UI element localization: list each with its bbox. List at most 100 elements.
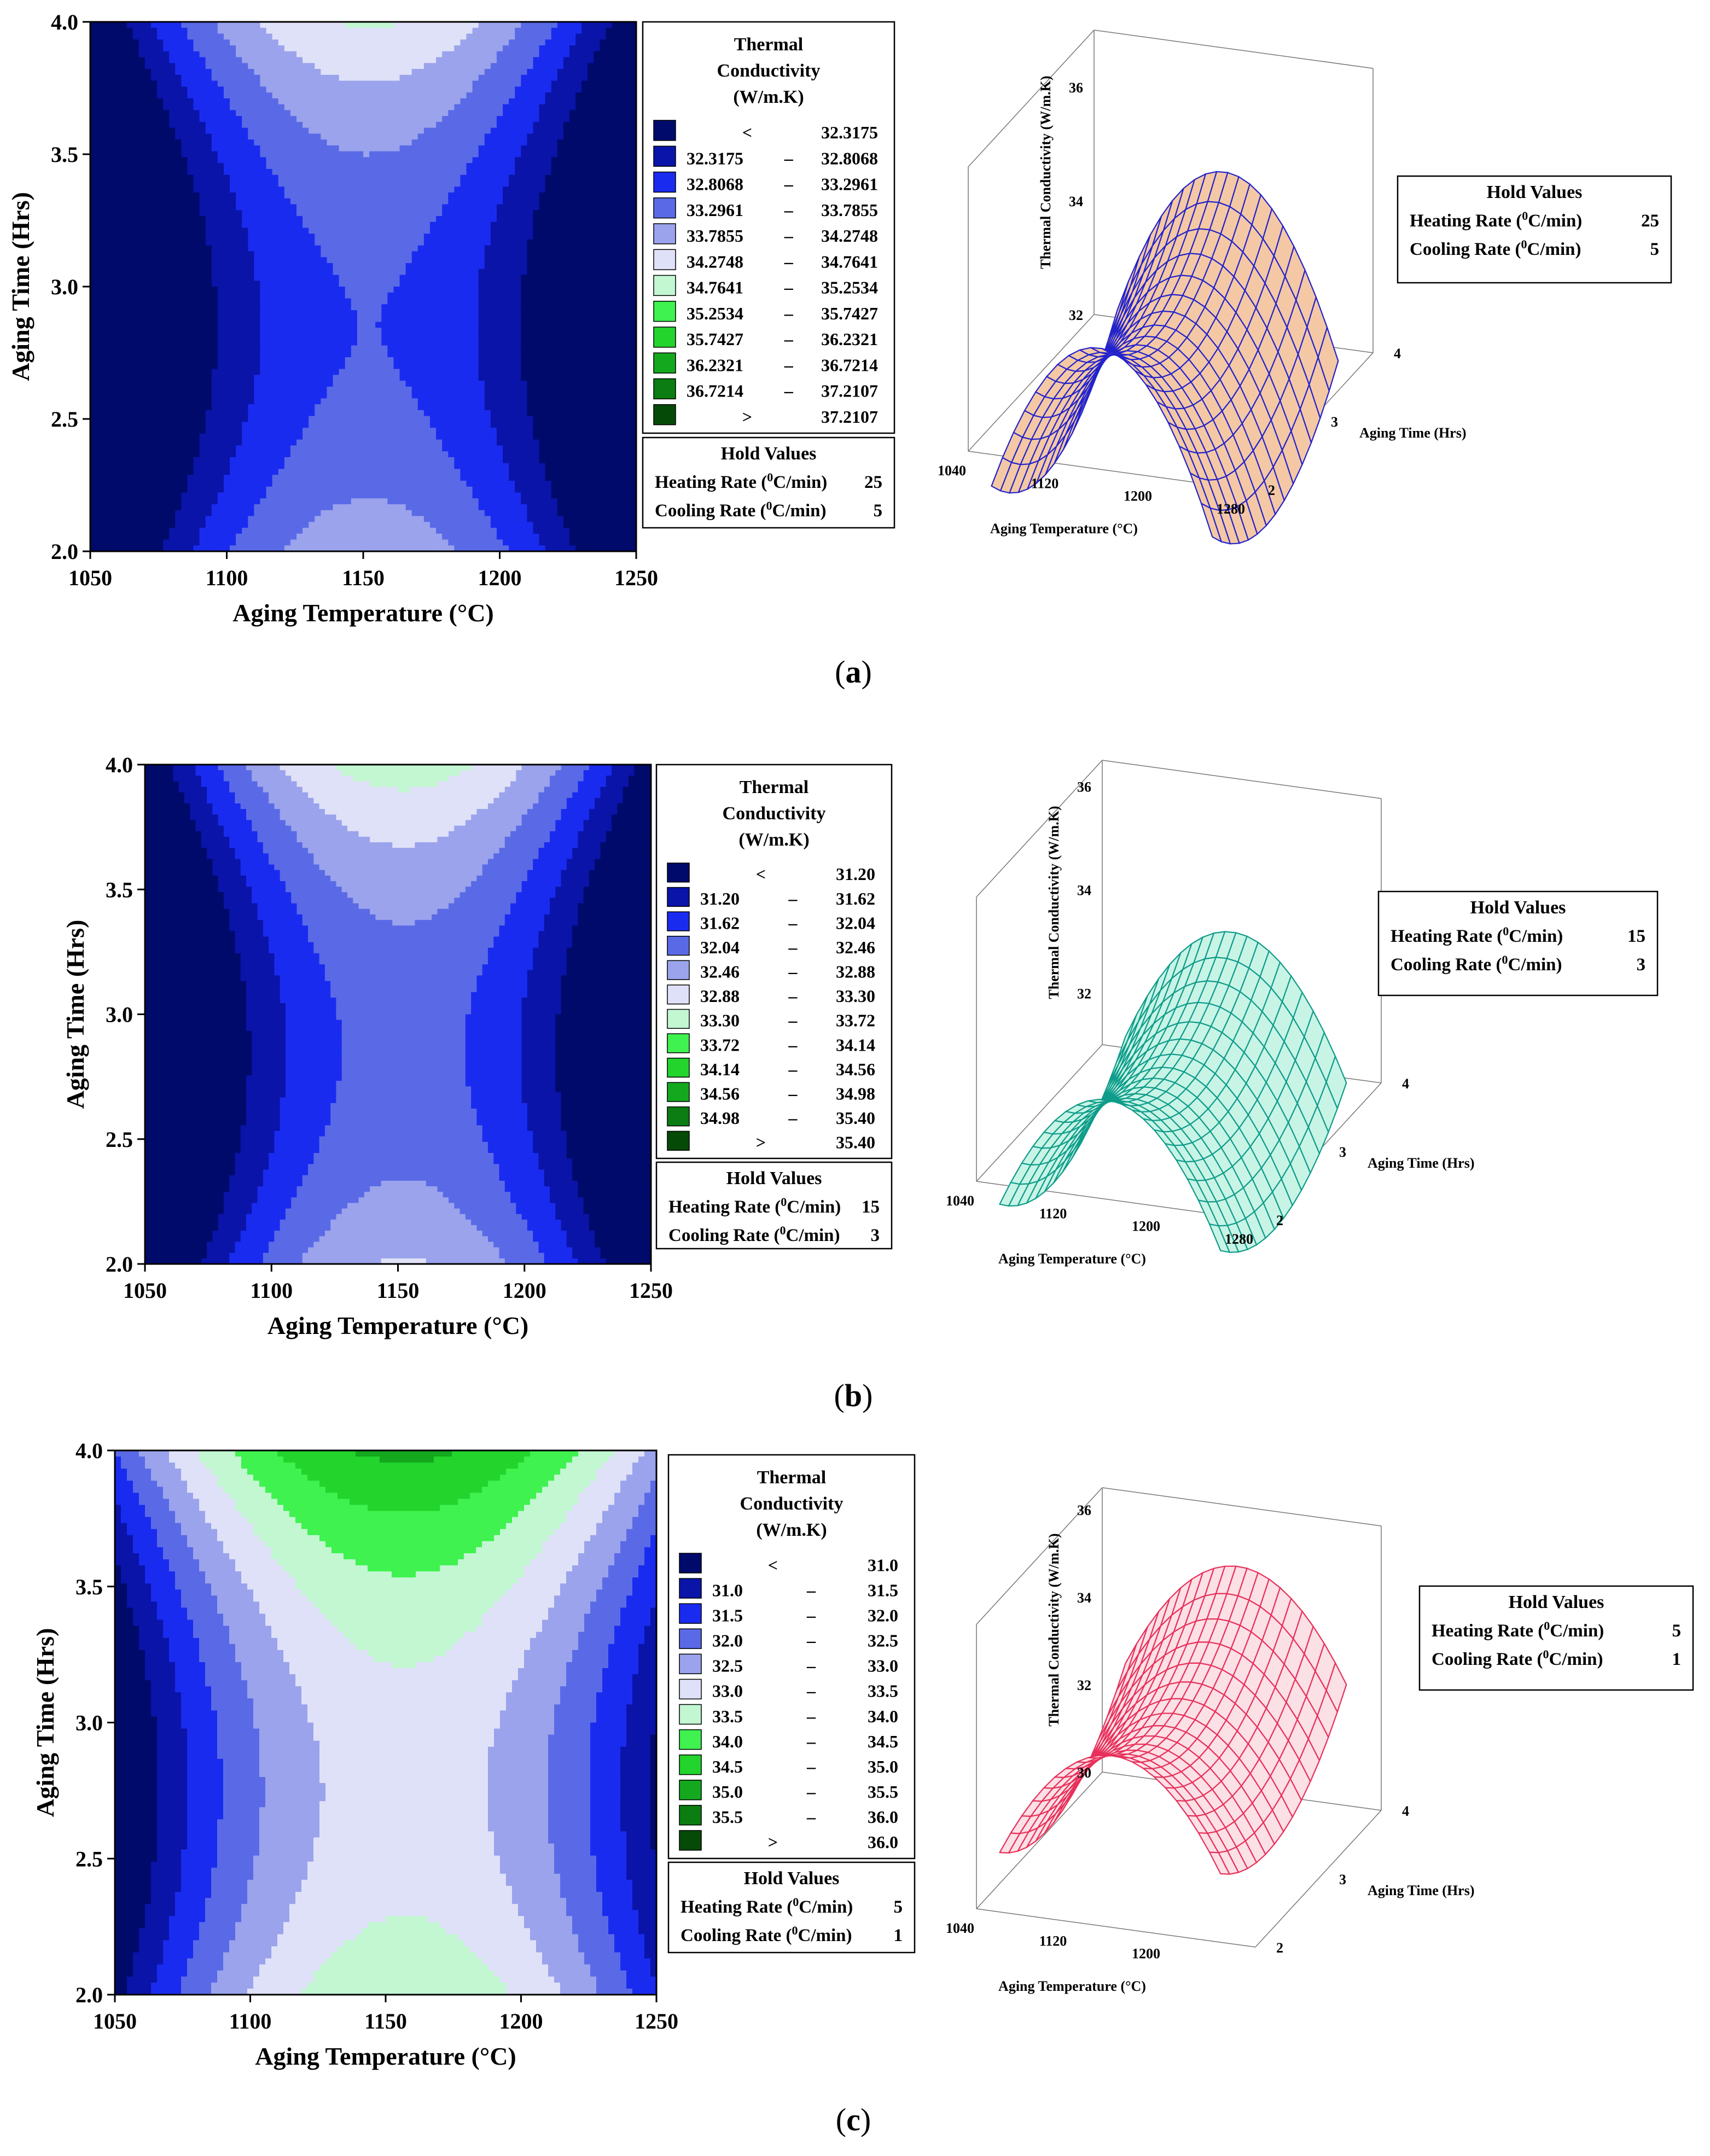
contour-cell <box>345 322 352 328</box>
contour-cell <box>133 145 139 151</box>
contour-cell <box>102 299 109 305</box>
contour-cell <box>145 375 152 381</box>
contour-cell <box>157 463 164 469</box>
contour-cell <box>321 457 327 463</box>
contour-cell <box>309 263 315 269</box>
contour-cell <box>96 363 103 369</box>
contour-cell <box>200 434 206 440</box>
contour-cell <box>260 510 266 516</box>
contour-cell <box>278 110 285 116</box>
contour-cell <box>194 351 200 357</box>
contour-cell <box>333 257 340 263</box>
contour-cell <box>90 228 97 234</box>
contour-cell <box>375 528 382 534</box>
contour-cell <box>187 381 194 387</box>
contour-cell <box>381 363 388 369</box>
contour-cell <box>218 299 224 305</box>
contour-cell <box>108 516 115 522</box>
contour-cell <box>212 287 218 293</box>
contour-cell <box>418 246 424 252</box>
contour-cell <box>327 469 333 475</box>
contour-cell <box>194 463 200 469</box>
contour-cell <box>242 251 248 257</box>
contour-cell <box>206 504 212 510</box>
contour-cell <box>272 281 279 287</box>
contour-cell <box>236 199 242 205</box>
contour-cell <box>96 275 103 281</box>
contour-cell <box>90 63 97 69</box>
contour-cell <box>206 469 212 475</box>
contour-cell <box>139 445 146 451</box>
contour-cell <box>284 275 291 281</box>
contour-cell <box>333 539 340 545</box>
contour-cell <box>248 22 254 28</box>
contour-cell <box>163 351 170 357</box>
contour-cell <box>266 475 273 481</box>
contour-cell <box>120 128 127 134</box>
contour-cell <box>169 133 176 139</box>
contour-cell <box>333 45 340 51</box>
contour-cell <box>218 122 224 128</box>
contour-cell <box>284 251 291 257</box>
contour-cell <box>272 416 279 422</box>
contour-cell <box>351 410 358 416</box>
contour-cell <box>230 110 236 116</box>
contour-cell <box>218 75 224 81</box>
contour-cell <box>157 428 164 434</box>
contour-cell <box>127 246 133 252</box>
contour-cell <box>303 363 309 369</box>
contour-cell <box>169 428 176 434</box>
contour-cell <box>266 39 273 45</box>
contour-cell <box>90 175 97 181</box>
contour-cell <box>393 492 400 498</box>
contour-cell <box>260 116 266 122</box>
contour-cell <box>163 492 170 498</box>
contour-cell <box>266 328 273 334</box>
contour-cell <box>169 534 176 540</box>
contour-cell <box>248 63 254 69</box>
contour-cell <box>351 340 358 346</box>
contour-cell <box>406 263 412 269</box>
contour-cell <box>290 504 297 510</box>
contour-cell <box>194 228 200 234</box>
contour-cell <box>175 269 182 275</box>
contour-cell <box>230 487 236 493</box>
contour-cell <box>181 28 188 34</box>
contour-cell <box>96 169 103 175</box>
contour-cell <box>272 57 279 63</box>
contour-cell <box>90 487 97 493</box>
contour-cell <box>363 275 370 281</box>
contour-cell <box>387 351 394 357</box>
contour-cell <box>163 387 170 393</box>
contour-cell <box>260 310 266 316</box>
contour-cell <box>363 180 370 187</box>
contour-cell <box>369 116 376 122</box>
contour-cell <box>296 440 303 446</box>
contour-cell <box>194 22 200 28</box>
contour-cell <box>175 51 182 57</box>
contour-cell <box>114 375 121 381</box>
contour-cell <box>254 404 260 410</box>
contour-cell <box>218 387 224 393</box>
contour-cell <box>96 69 103 75</box>
contour-cell <box>333 363 340 369</box>
contour-cell <box>400 445 406 451</box>
contour-cell <box>315 351 321 357</box>
contour-cell <box>218 492 224 498</box>
contour-cell <box>387 346 394 352</box>
contour-cell <box>127 187 133 193</box>
contour-cell <box>120 187 127 193</box>
contour-cell <box>151 393 158 399</box>
contour-cell <box>200 98 206 104</box>
contour-cell <box>248 357 254 363</box>
contour-cell <box>351 451 358 457</box>
contour-cell <box>151 69 158 75</box>
contour-cell <box>375 410 382 416</box>
contour-cell <box>406 69 412 75</box>
contour-cell <box>284 57 291 63</box>
contour-cell <box>212 428 218 434</box>
contour-cell <box>212 28 218 34</box>
contour-cell <box>278 375 285 381</box>
contour-cell <box>194 45 200 51</box>
contour-cell <box>114 122 121 128</box>
